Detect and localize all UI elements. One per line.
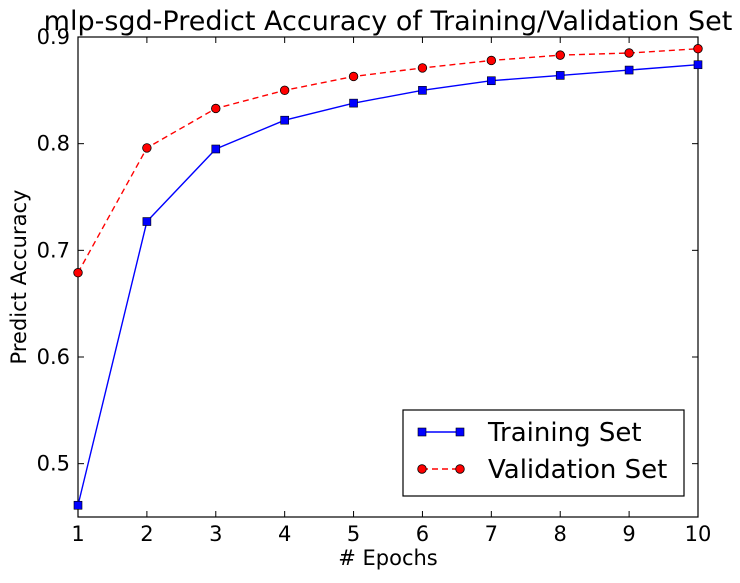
x-tick-label: 6	[416, 522, 429, 546]
y-axis-label: Predict Accuracy	[7, 190, 31, 365]
legend-label-training-set: Training Set	[487, 418, 642, 448]
x-tick-label: 3	[209, 522, 222, 546]
validation-set-point	[73, 268, 83, 278]
training-set-point	[555, 71, 565, 80]
x-tick-label: 5	[347, 522, 360, 546]
training-set-point	[142, 217, 152, 226]
legend-box	[402, 409, 685, 497]
validation-set-point	[693, 44, 703, 54]
training-set-point	[349, 98, 358, 108]
validation-set-point	[555, 50, 565, 60]
x-tick-label: 10	[685, 522, 712, 546]
validation-set-point	[279, 85, 290, 96]
training-set-point	[693, 60, 703, 70]
legend-marker-validation-set	[417, 464, 427, 474]
validation-set-point	[486, 55, 497, 66]
validation-set-point	[142, 143, 152, 153]
training-set-point	[624, 65, 634, 75]
x-tick-label: 1	[71, 522, 84, 546]
validation-set-point	[417, 63, 428, 73]
legend-label-validation-set: Validation Set	[488, 455, 667, 485]
x-tick-label: 9	[622, 522, 635, 546]
x-tick-label: 4	[278, 522, 291, 546]
x-axis-label: # Epochs	[338, 546, 438, 570]
validation-set-point	[348, 71, 359, 82]
y-tick-label: 0.6	[37, 345, 70, 369]
legend-marker-validation-set	[455, 464, 465, 474]
legend-marker-training-set	[417, 427, 427, 437]
x-tick-label: 8	[554, 522, 567, 546]
y-tick-label: 0.5	[37, 452, 70, 476]
x-tick-label: 7	[485, 522, 498, 546]
training-set-point	[211, 144, 221, 154]
chart-title: mlp-sgd-Predict Accuracy of Training/Val…	[44, 6, 733, 37]
y-tick-label: 0.9	[37, 25, 70, 49]
training-set-line	[77, 64, 699, 506]
y-tick-label: 0.8	[37, 132, 70, 156]
x-tick-label: 2	[140, 522, 153, 546]
validation-set-line	[77, 48, 699, 274]
validation-set-point	[211, 103, 221, 114]
validation-set-point	[624, 48, 634, 58]
legend: Training Set Validation Set	[402, 409, 685, 497]
plot-area: 1 2 3 4 5 6 7 8 9 10 0.5 0.6 0.7 0.8 0.9	[37, 25, 712, 546]
training-set-point	[487, 76, 496, 86]
legend-marker-training-set	[455, 427, 465, 437]
training-set-point	[418, 86, 427, 95]
training-set-point	[280, 115, 289, 125]
y-tick-label: 0.7	[37, 238, 70, 262]
training-set-point	[73, 500, 83, 510]
